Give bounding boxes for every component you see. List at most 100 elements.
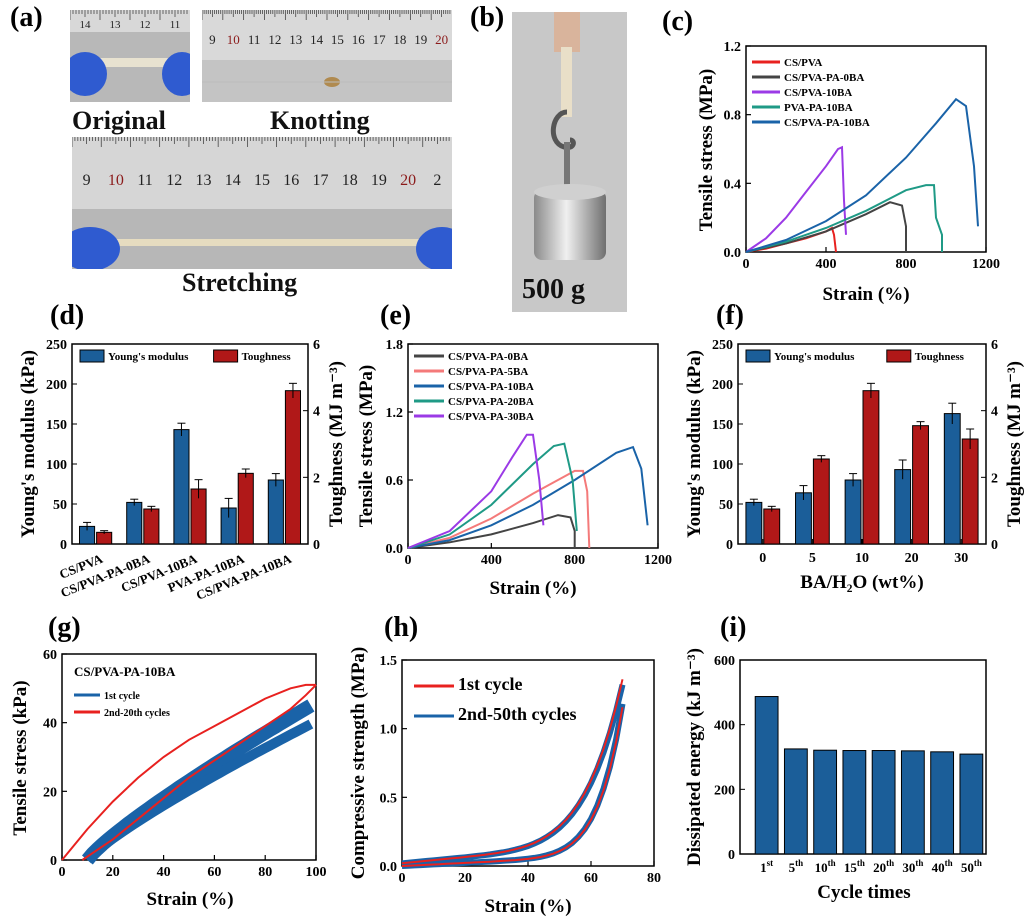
cycle-band-g [83,719,314,864]
chart-d: 0501001502002500246CS/PVACS/PVA-PA-0BACS… [18,338,347,603]
y-tick-label: 200 [712,378,733,393]
y2-tick-label: 4 [991,405,998,420]
y-tick-label: 40 [43,717,57,732]
plot-frame [407,343,659,549]
ruler-tick-label: 11 [248,32,261,47]
panel-label-e: (e) [380,300,412,331]
photo-weight: 500 g [512,12,627,312]
x-tick-label: 100 [306,865,327,880]
ruler-tick-label: 18 [393,32,406,47]
series-line-h-load [401,679,624,865]
ruler-tick-label: 20 [435,32,448,47]
x-tick-label: 60 [584,871,598,886]
y-tick-label: 0.0 [380,860,398,875]
legend-c-label: CS/PVA-10BA [784,87,852,99]
photo-stretching: 9 10 11 12 13 14 15 16 17 18 19 20 2 [72,137,452,269]
y-tick-label: 1.8 [386,338,404,353]
y-tick-label: 0.5 [380,791,398,806]
bar-modulus [173,429,190,545]
plot-frame [745,45,987,253]
legend-c-label: CS/PVA [784,57,822,69]
x-tick-label: 80 [647,871,661,886]
bar-toughness [96,531,113,545]
y-tick-label: 1.5 [380,654,398,669]
y-axis-label-f: Young's modulus (kPa) [684,350,705,538]
bar-modulus [894,469,912,545]
y2-tick-label: 2 [313,471,320,486]
ruler-tick-label: 11 [170,19,181,31]
ruler-tick-label: 19 [371,172,387,189]
x-tick-label: 400 [481,553,502,568]
ruler-tick-label: 12 [140,19,151,31]
legend-e-label: CS/PVA-PA-5BA [448,366,528,378]
y-tick-label: 1.2 [386,406,404,421]
photo-stretching-image: 9 10 11 12 13 14 15 16 17 18 19 20 2 [72,137,452,269]
legend-e-label: CS/PVA-PA-10BA [448,381,534,393]
series-line-h-unload [401,707,624,867]
y2-tick-label: 6 [991,338,998,353]
bar-toughness [237,472,254,545]
x-tick-label: 50th [961,858,982,875]
x-tick-label: 1200 [972,257,1000,272]
series-line-e [407,445,649,549]
series-line-c [745,97,979,253]
bar-dissipated [813,749,838,855]
bar-modulus [795,492,812,545]
y-tick-label: 200 [714,783,735,798]
y-tick-label: 600 [714,654,735,669]
ruler-tick-label: 11 [137,172,152,189]
legend-c-label: PVA-PA-10BA [784,102,853,114]
ruler-tick-label: 9 [83,172,91,189]
y-tick-label: 250 [46,338,67,353]
y-tick-label: 0.6 [386,474,404,489]
panel-label-h: (h) [384,612,419,643]
y-tick-label: 100 [712,458,733,473]
x-axis-label-c: Strain (%) [822,284,909,305]
panel-label-b: (b) [470,2,505,33]
caption-stretching: Stretching [182,268,298,297]
y-tick-label: 0.4 [724,177,742,192]
bar-dissipated [900,750,925,855]
x-tick-label: 40 [157,865,171,880]
series-line-g-load [61,683,316,861]
x-tick-label: 10th [815,858,836,875]
series-line-e [407,433,545,549]
legend-label-toughness: Toughness [242,351,292,363]
legend-h-rest-label: 2nd-50th cycles [458,704,577,724]
photo-original-image: 14 13 12 11 [70,10,190,102]
legend-swatch-toughness [886,349,912,363]
chart-i: 0 200 400 600 1st 5th 10th 15th 20th 30th 40th 50th… [684,648,987,903]
legend-g-first-label: 1st cycle [104,691,140,702]
y-tick-label: 150 [712,418,733,433]
ruler-tick-label: 13 [196,172,212,189]
bar-toughness [812,458,830,545]
ruler-tick-label: 13 [110,19,122,31]
x-tick-label: 0 [405,553,412,568]
panel-label-f: (f) [716,300,744,331]
x-tick-label: 60 [207,865,221,880]
chart-e: 0 400 800 1200 0.0 0.6 1.2 1.8 CS/PVA-PA-0BA CS/P… [356,338,672,599]
legend-swatch-modulus [745,349,771,363]
photo-original: 14 13 12 11 [70,10,190,102]
y-tick-label: 60 [43,648,57,663]
y-tick-label: 200 [46,378,67,393]
chart-g: 0 20 40 60 80 100 0 20 40 60 CS/PVA-PA-10BA 1st cyc… [10,648,327,910]
legend-c-label: CS/PVA-PA-0BA [784,72,864,84]
y-tick-label: 0 [60,538,67,553]
caption-weight: 500 g [522,274,585,305]
series-line-e [407,514,576,549]
bar-modulus [745,501,763,545]
y-tick-label: 0 [728,848,735,863]
y-axis-label-h: Compressive strength (MPa) [348,647,369,880]
y-tick-label: 1.2 [724,40,742,55]
x-tick-label: 0 [59,865,66,880]
chart-h: 0 20 40 60 80 0.0 0.5 1.0 1.5 1st cycle 2nd-50th c… [348,647,661,917]
x-axis-label-e: Strain (%) [489,578,576,599]
ruler-tick-label: 16 [352,32,366,47]
series-line-e [407,469,591,549]
ruler-tick-label: 12 [268,32,281,47]
bar-dissipated [871,750,896,855]
x-axis-label-i: Cycle times [817,882,910,903]
bar-toughness [862,390,880,545]
legend-h-first-label: 1st cycle [458,674,522,694]
